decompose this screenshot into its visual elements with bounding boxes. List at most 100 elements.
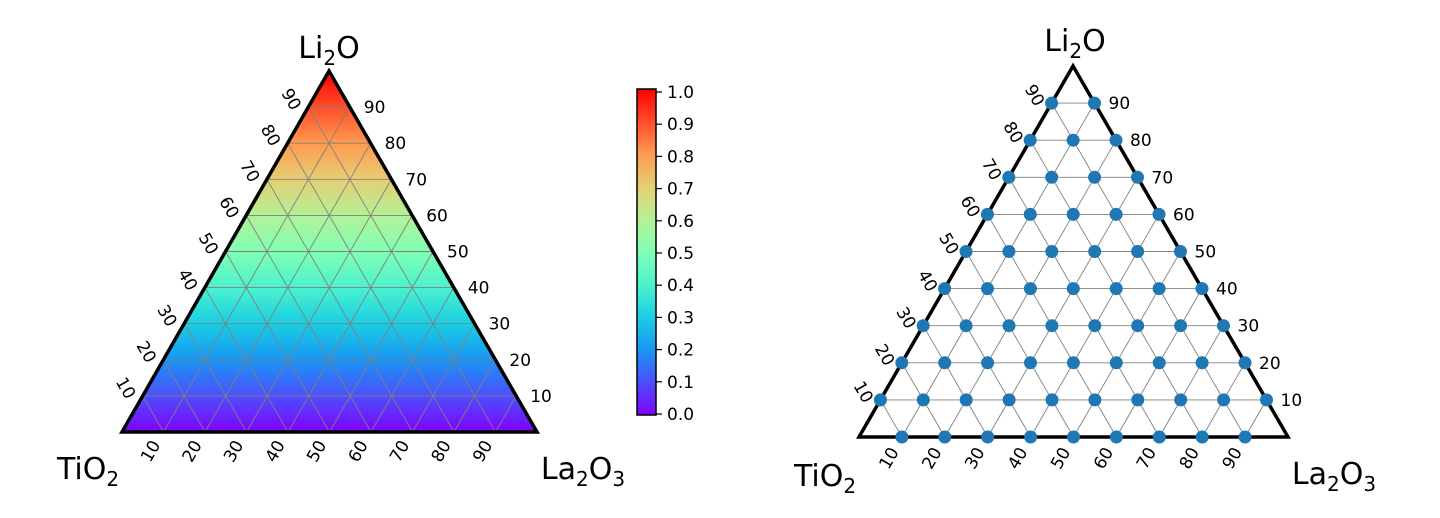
tick-label-right: 50 [1195,243,1217,263]
gridline [1244,399,1267,438]
scatter-point [916,393,930,407]
scatter-point [1045,170,1059,184]
colorbar-tick-labels: 0.0 0.1 0.2 0.3 0.4 0.5 0.6 0.7 0.8 0.9 1.0 [656,83,694,425]
gridline [880,399,903,438]
scatter-points [873,96,1273,444]
tick-label-bottom: 70 [1133,444,1161,473]
tick-label-left: 80 [998,118,1026,147]
colorbar-tick-label: 0.1 [667,373,694,393]
scatter-point [1109,133,1123,147]
tick-label-bottom: 30 [220,437,248,466]
scatter-point [981,430,995,444]
corner-label-left: TiO2 [56,452,119,491]
tick-label-left: 60 [956,193,984,222]
corner-label-right: La2O3 [1292,457,1376,496]
gridline [901,102,1095,438]
scatter-point [1131,319,1145,333]
scatter-point [1131,170,1144,184]
scatter-point [1023,133,1037,147]
colorbar-tick-label: 0.3 [667,308,694,328]
tick-label-left: 20 [870,341,898,370]
tick-label-left: 90 [1020,81,1048,110]
tick-label-left: 10 [849,378,877,407]
scatter-point [959,245,973,258]
tick-label-right: 50 [447,243,469,263]
gridline [370,287,455,433]
gridline [266,179,413,433]
tick-label-right: 70 [1152,168,1174,188]
scatter-point [1109,282,1123,296]
scatter-point [1109,207,1123,221]
scatter-point [1045,96,1059,110]
gridline [225,251,330,433]
tick-label-left: 50 [934,230,962,259]
scatter-point [1088,96,1101,110]
tick-label-bottom: 80 [428,437,456,466]
scatter-point [1195,430,1209,444]
scatter-point [1002,393,1016,407]
tick-label-left: 60 [214,194,242,223]
tick-label-bottom: 30 [961,444,989,473]
colorbar-tick-label: 0.7 [667,180,694,200]
scatter-gridlines [880,102,1267,438]
tick-label-bottom: 50 [303,437,331,466]
colorbar-tick-label: 0.4 [667,276,694,296]
tick-label-left: 30 [152,302,180,331]
tick-label-bottom: 40 [1004,444,1032,473]
gridline [163,359,206,433]
tick-label-right: 70 [405,170,427,190]
tick-label-right: 40 [1216,280,1238,300]
scatter-point [1066,207,1080,221]
gridline [1073,251,1181,438]
gridline [922,325,989,438]
gridline [495,395,517,433]
scatter-point [1109,356,1123,370]
gridline [183,323,247,433]
scatter-point [1002,170,1016,184]
tick-label-left: 30 [891,304,919,333]
scatter-point [1238,356,1252,370]
tick-label-bottom: 70 [386,437,414,466]
scatter-point [1067,430,1080,444]
tick-label-bottom: 20 [918,444,946,473]
colorbar: 0.0 0.1 0.2 0.3 0.4 0.5 0.6 0.7 0.8 0.9 1.0 [636,83,694,425]
scatter-point [1045,393,1059,407]
colorbar-tick-label: 0.6 [667,212,694,232]
tick-label-right: 40 [468,279,490,299]
corner-label-right: La2O3 [541,452,625,491]
tick-label-left: 80 [256,121,284,150]
scatter-point [1045,245,1059,258]
tick-label-right: 60 [1173,205,1195,225]
scatter-point [981,356,995,370]
tick-label-left: 40 [913,267,941,296]
scatter-point [1024,430,1038,444]
tick-label-left: 50 [194,230,222,259]
scatter-point [1109,430,1123,444]
tick-label-bottom: 60 [1090,444,1118,473]
tick-label-right: 20 [509,351,531,371]
scatter-point [981,282,994,296]
tick-label-left: 70 [977,155,1005,184]
scatter-point [1066,356,1080,370]
scatter-point [1131,245,1145,258]
tick-label-right: 10 [1281,391,1303,411]
tick-label-right: 90 [364,98,386,118]
colorbar-gradient [636,88,657,416]
tick-label-bottom: 10 [875,444,903,473]
scatter-point [1023,282,1037,296]
scatter-point [1195,356,1209,370]
tick-label-bottom: 40 [262,437,290,466]
tick-label-left: 20 [132,338,160,367]
scatter-point [938,356,952,370]
scatter-point [1152,430,1166,444]
scatter-point [1195,282,1209,296]
scatter-point [1238,430,1252,444]
tick-label-bottom: 90 [1219,444,1247,473]
gridline [987,177,1138,438]
scatter-point [1066,282,1080,296]
scatter-point [1260,393,1273,407]
scatter-point [1088,245,1102,258]
scatter-point [1066,133,1080,147]
gridline [412,323,475,433]
scatter-point [1152,282,1166,296]
